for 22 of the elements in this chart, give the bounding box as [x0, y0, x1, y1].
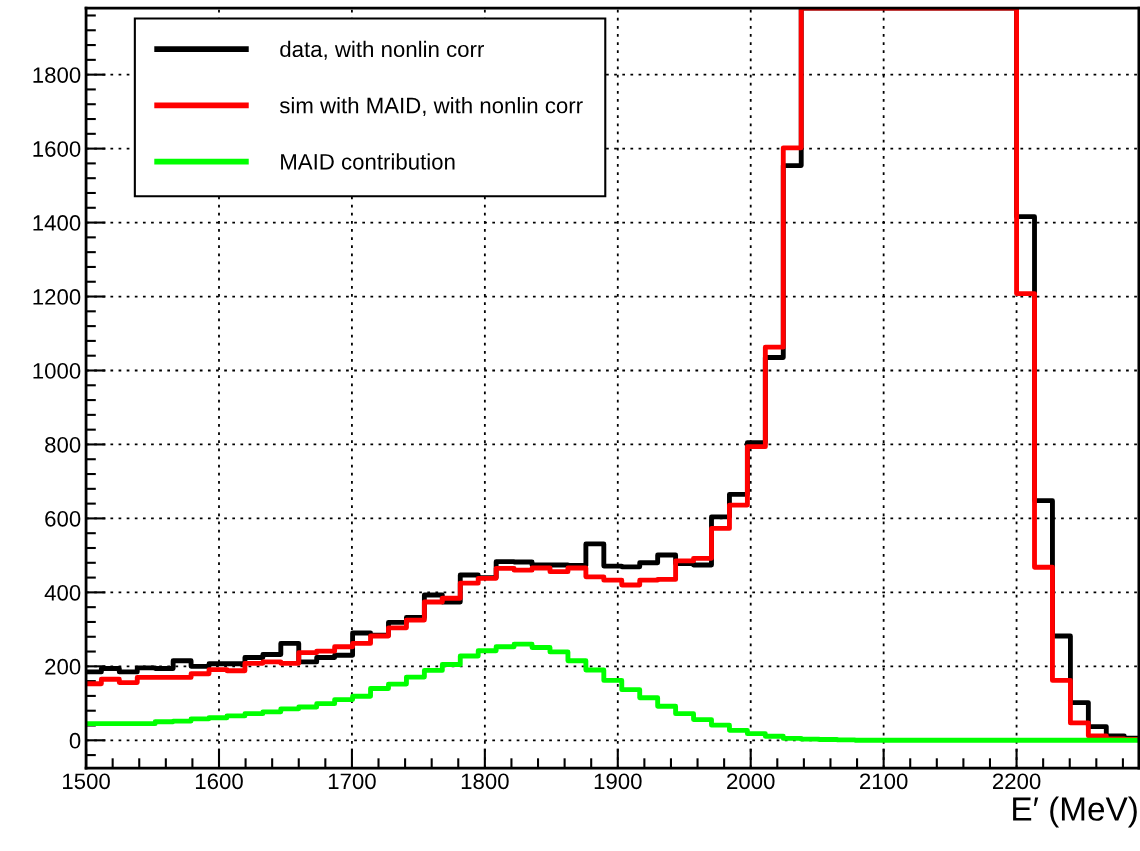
x-tick-label: 1600	[195, 773, 243, 790]
x-tick-label: 1900	[594, 773, 642, 790]
y-tick-label: 1200	[33, 289, 81, 305]
y-tick-label: 200	[45, 658, 81, 675]
x-tick-label: 2000	[727, 773, 775, 790]
y-tick-label: 800	[45, 436, 81, 453]
y-tick-label: 1400	[33, 215, 81, 231]
x-tick-label: 1700	[328, 773, 376, 790]
x-tick-label: 1500	[63, 773, 110, 790]
y-tick-label: 600	[45, 510, 81, 527]
y-tick-label: 1000	[33, 363, 81, 379]
y-tick-label: 1600	[33, 141, 81, 157]
x-axis-title: E′ (MeV)	[1013, 796, 1137, 828]
y-tick-label: 0	[69, 732, 81, 749]
legend-label: sim with MAID, with nonlin corr	[279, 97, 583, 116]
legend-label: data, with nonlin corr	[280, 40, 484, 60]
x-tick-label: 2100	[860, 773, 908, 790]
x-tick-label: 1800	[461, 773, 509, 790]
x-tick-label: 2200	[992, 773, 1041, 790]
y-tick-label: 400	[44, 584, 81, 601]
y-tick-label: 1800	[33, 67, 81, 83]
legend-label: MAID contribution	[281, 153, 455, 170]
